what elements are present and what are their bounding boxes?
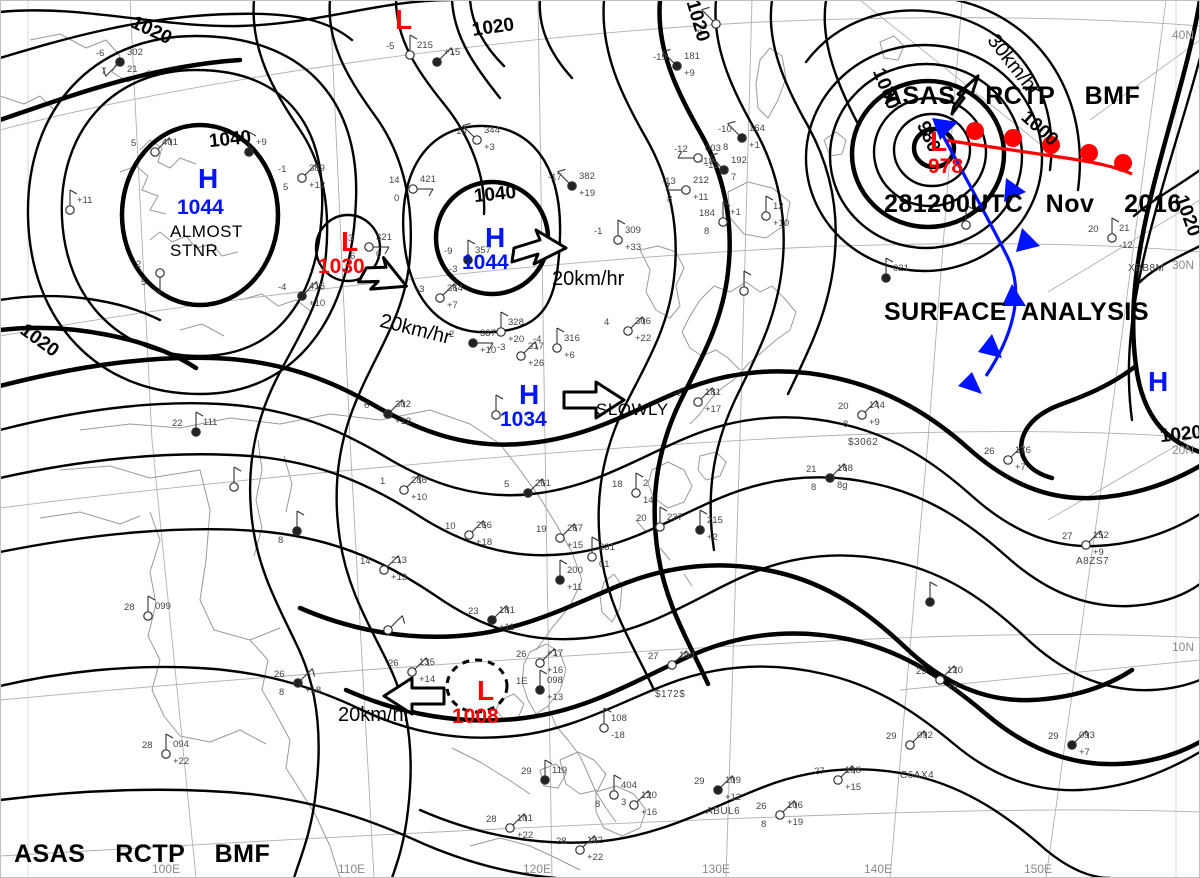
header-bl-line1: ASAS RCTP BMF [14, 840, 271, 868]
header-tr-line3: SURFACE ANALYSIS [884, 298, 1150, 326]
header-tr-line2: 281200UTC Nov 2016 [884, 190, 1182, 218]
cold-front [932, 118, 1040, 394]
header-bottom-left: ASAS RCTP BMF 281200UTC Nov 2016 SURFACE… [14, 764, 312, 878]
header-top-right: ASAS RCTP BMF 281200UTC Nov 2016 SURFACE… [884, 6, 1182, 402]
header-tr-line1: ASAS RCTP BMF [884, 82, 1141, 110]
warm-front [943, 122, 1133, 176]
